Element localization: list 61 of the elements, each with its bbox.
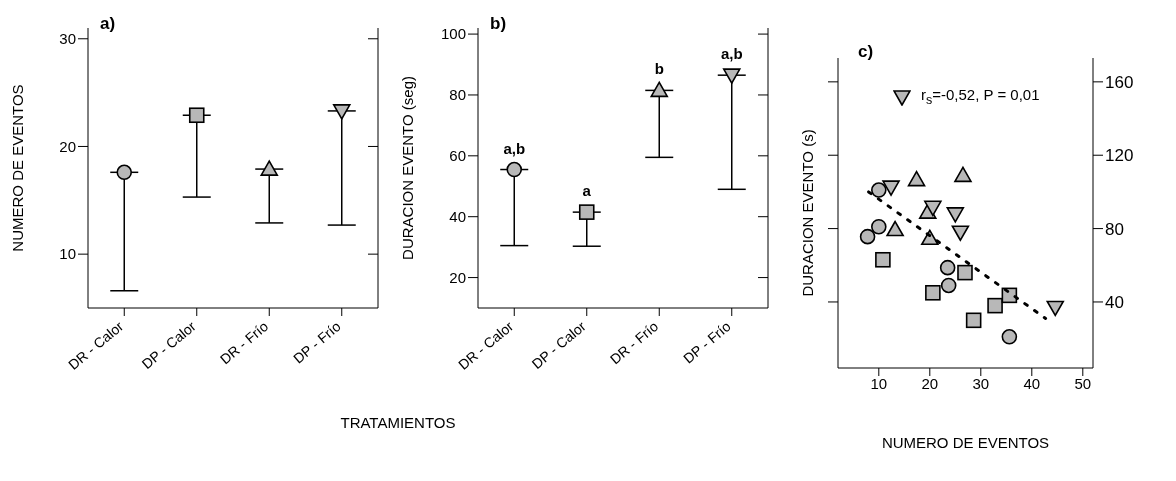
x-tick-label: 10 [870, 374, 888, 392]
y-tick-label: 60 [449, 147, 466, 165]
y-axis-title: DURACION EVENTO (seg) [399, 76, 417, 260]
point [506, 161, 523, 178]
annotation: a,b [503, 139, 526, 157]
point [871, 182, 887, 198]
point [1001, 329, 1018, 345]
x-tick-label: 20 [921, 374, 939, 392]
y-tick-label: 120 [1105, 146, 1134, 166]
point [722, 68, 741, 84]
x-tick-label: 40 [1023, 374, 1041, 392]
x-axis-title: TRATAMIENTOS [339, 414, 457, 431]
point [188, 107, 205, 124]
point [907, 170, 926, 187]
y-tick-label: 80 [449, 86, 466, 104]
y-tick-label: 10 [59, 245, 76, 263]
point [578, 204, 595, 220]
y-tick-label: 20 [449, 268, 466, 286]
point [882, 180, 900, 196]
point [859, 228, 876, 245]
point [957, 264, 973, 281]
y-tick-label: 160 [1105, 72, 1134, 92]
y-tick-label: 40 [449, 208, 466, 226]
y-tick-label: 30 [59, 30, 76, 48]
point [939, 259, 956, 276]
chart-title: c) [858, 42, 874, 62]
y-axis-title: DURACION EVENTO (s) [799, 129, 817, 297]
point [940, 277, 957, 294]
point [924, 200, 942, 217]
x-tick-label: DR - Frío [216, 317, 272, 368]
annotation: b [654, 60, 664, 78]
point [116, 164, 133, 181]
point [332, 104, 351, 120]
x-tick-label: DR - Frío [606, 317, 662, 368]
point [987, 297, 1003, 314]
point [650, 81, 669, 98]
chart-title: b) [490, 14, 507, 34]
point [886, 220, 904, 237]
point [871, 218, 887, 235]
y-tick-label: 20 [59, 137, 76, 155]
x-axis-title: NUMERO DE EVENTOS [881, 434, 1050, 451]
point [946, 207, 965, 223]
x-tick-label: 50 [1074, 374, 1092, 392]
legend-label: r$_{s}$=-0,52, P = 0,01 [921, 86, 1040, 107]
x-tick-label: DP - Frío [680, 317, 734, 367]
annotation: a [582, 182, 592, 200]
point [1046, 300, 1065, 317]
chart-title: a) [100, 14, 116, 34]
point [875, 251, 891, 268]
point [951, 225, 970, 242]
x-tick-label: DP - Frío [290, 317, 344, 367]
y-axis-title: NUMERO DE EVENTOS [9, 84, 27, 252]
point [925, 284, 941, 301]
point [260, 160, 279, 176]
point [954, 166, 972, 183]
y-tick-label: 100 [440, 25, 466, 43]
y-tick-label: 80 [1105, 219, 1124, 239]
y-tick-label: 40 [1105, 293, 1124, 312]
x-tick-label: 30 [972, 374, 990, 392]
point [965, 312, 982, 329]
annotation: a,b [720, 45, 743, 63]
